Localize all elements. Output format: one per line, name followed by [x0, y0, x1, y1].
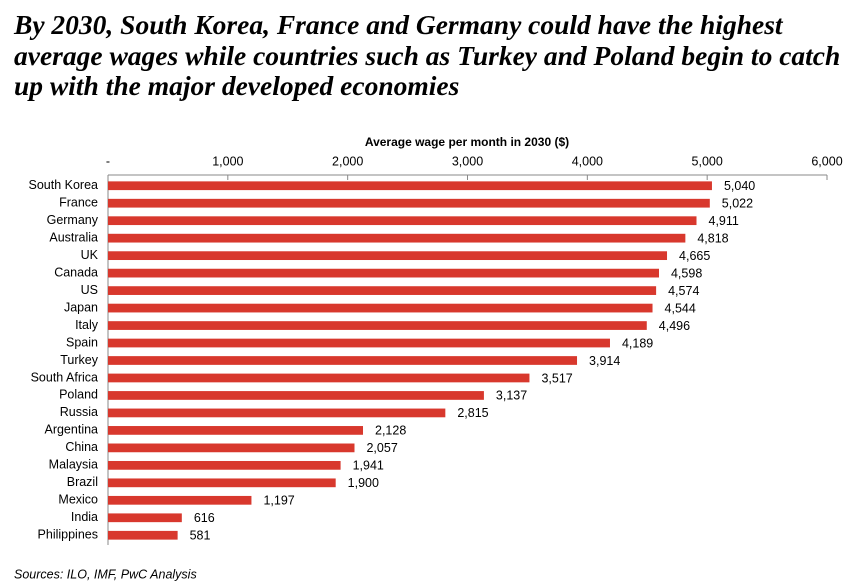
y-tick-label: UK	[81, 248, 99, 262]
y-tick-label: Argentina	[44, 423, 98, 437]
x-tick-label: -	[106, 154, 110, 168]
data-label: 581	[190, 529, 211, 543]
data-label: 3,137	[496, 389, 527, 403]
data-label: 2,057	[366, 441, 397, 455]
bar	[108, 303, 653, 313]
data-label: 1,941	[353, 459, 384, 473]
data-label: 4,189	[622, 336, 653, 350]
y-tick-label: Malaysia	[49, 458, 98, 472]
data-label: 3,914	[589, 354, 620, 368]
y-tick-label: Germany	[47, 213, 99, 227]
data-label: 2,815	[457, 406, 488, 420]
x-tick-label: 2,000	[332, 154, 363, 168]
bar	[108, 513, 182, 523]
bar	[108, 216, 697, 226]
y-tick-label: France	[59, 196, 98, 210]
y-tick-label: US	[81, 283, 98, 297]
y-tick-label: India	[71, 510, 98, 524]
bar	[108, 495, 252, 505]
y-tick-label: Japan	[64, 300, 98, 314]
bar	[108, 233, 686, 243]
bar	[108, 198, 710, 208]
y-tick-label: South Korea	[29, 178, 99, 192]
bar	[108, 338, 610, 348]
bar	[108, 408, 446, 418]
y-tick-label: Canada	[54, 265, 98, 279]
source: Sources: ILO, IMF, PwC Analysis	[14, 567, 197, 581]
data-label: 2,128	[375, 424, 406, 438]
data-label: 3,517	[541, 371, 572, 385]
bar	[108, 443, 355, 453]
data-label: 4,818	[697, 231, 728, 245]
axis-title: Average wage per month in 2030 ($)	[365, 135, 569, 149]
data-label: 4,665	[679, 249, 710, 263]
bar	[108, 181, 712, 191]
bar	[108, 356, 578, 365]
bar	[108, 530, 178, 540]
bar	[108, 321, 647, 330]
bar	[108, 426, 364, 435]
y-tick-label: Spain	[66, 335, 98, 349]
y-tick-label: Brazil	[67, 475, 98, 489]
y-tick-label: Mexico	[58, 493, 98, 507]
y-tick-label: Philippines	[38, 528, 98, 542]
x-tick-label: 5,000	[692, 154, 723, 168]
x-tick-label: 4,000	[572, 154, 603, 168]
x-tick-label: 3,000	[452, 154, 483, 168]
data-label: 616	[194, 511, 215, 525]
y-tick-label: China	[65, 440, 98, 454]
bar	[108, 268, 659, 278]
bar	[108, 391, 484, 400]
y-tick-label: Australia	[49, 230, 98, 244]
data-label: 1,197	[263, 494, 294, 508]
data-label: 4,911	[709, 214, 739, 228]
y-tick-label: Turkey	[60, 353, 98, 367]
data-label: 4,544	[665, 301, 696, 315]
chart-title: By 2030, South Korea, France and Germany…	[14, 9, 841, 101]
y-tick-label: South Africa	[31, 370, 98, 384]
bar	[108, 478, 336, 488]
data-label: 4,574	[668, 284, 699, 298]
y-tick-label: Russia	[60, 405, 98, 419]
data-label: 1,900	[348, 476, 379, 490]
y-tick-label: Italy	[75, 318, 99, 332]
data-label: 4,496	[659, 319, 690, 333]
x-tick-label: 6,000	[811, 154, 842, 168]
data-label: 5,040	[724, 179, 755, 193]
bar	[108, 460, 341, 470]
y-tick-label: Poland	[59, 388, 98, 402]
data-label: 5,022	[722, 197, 753, 211]
x-tick-label: 1,000	[212, 154, 243, 168]
bar	[108, 251, 668, 261]
data-label: 4,598	[671, 266, 702, 280]
bar	[108, 286, 657, 295]
bar	[108, 373, 530, 383]
